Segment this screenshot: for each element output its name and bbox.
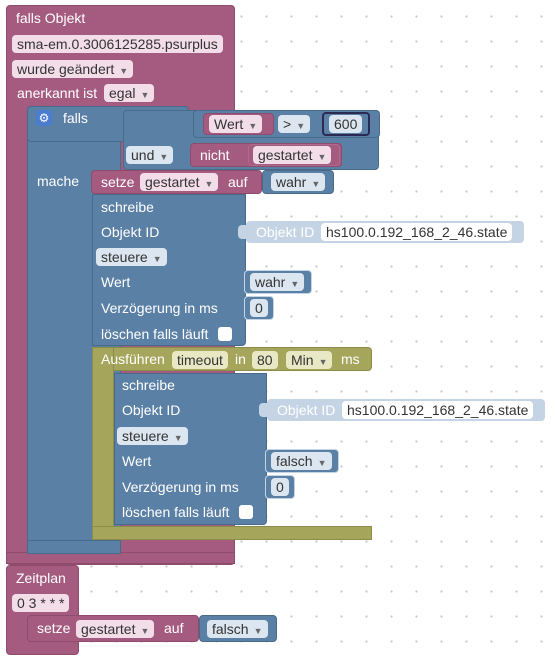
timeout-footer xyxy=(92,526,372,540)
compare-operator-dropdown[interactable]: > ▼ xyxy=(278,115,311,133)
write2-clear-checkbox[interactable] xyxy=(239,505,253,519)
write1-oid-field[interactable]: hs100.0.192_168_2_46.state xyxy=(321,223,513,241)
timeout-ms-label: ms xyxy=(341,351,360,367)
not-variable-name: gestartet xyxy=(258,147,313,163)
compare-operator-value: > xyxy=(283,116,292,132)
write1-clear-checkbox[interactable] xyxy=(218,327,232,341)
dropdown-arrow-icon: ▼ xyxy=(140,626,150,636)
write1-mode-dropdown[interactable]: steuere ▼ xyxy=(96,248,167,266)
number-600-field[interactable]: 600 xyxy=(329,115,363,133)
set-variable-dropdown[interactable]: gestartet ▼ xyxy=(140,173,219,191)
ack-value: egal xyxy=(109,85,136,101)
write1-oid-label: Objekt ID xyxy=(101,224,160,240)
boolean-false-value: falsch xyxy=(212,621,249,637)
timeout-variable-field[interactable]: timeout xyxy=(172,351,228,369)
do-label: mache xyxy=(37,173,80,189)
schedule-cron-field[interactable]: 0 3 * * * xyxy=(12,594,70,612)
if-label: falls xyxy=(63,110,88,126)
write1-value-dropdown[interactable]: wahr ▼ xyxy=(250,273,305,291)
and-operator-value: und xyxy=(131,147,155,163)
dropdown-arrow-icon: ▼ xyxy=(311,179,321,189)
dropdown-arrow-icon: ▼ xyxy=(204,179,214,189)
write2-mode-dropdown[interactable]: steuere ▼ xyxy=(117,427,188,445)
boolean-true-dropdown[interactable]: wahr ▼ xyxy=(271,173,326,191)
set2-variable-name: gestartet xyxy=(81,621,136,637)
write1-mode-value: steuere xyxy=(101,249,148,265)
write1-oid-socket xyxy=(238,225,246,239)
set-label: setze xyxy=(101,174,135,190)
dropdown-arrow-icon: ▼ xyxy=(173,433,183,443)
boolean-false-dropdown[interactable]: falsch ▼ xyxy=(207,620,268,638)
write2-value-text: falsch xyxy=(276,453,313,469)
timeout-unit-value: Min xyxy=(291,352,314,368)
set2-variable-dropdown[interactable]: gestartet ▼ xyxy=(76,620,155,638)
timeout-label: Ausführen xyxy=(101,351,165,367)
boolean-true-value: wahr xyxy=(276,174,307,190)
timeout-in-label: in xyxy=(235,351,246,367)
ack-dropdown[interactable]: egal ▼ xyxy=(104,84,155,102)
write-block-2[interactable] xyxy=(114,373,267,525)
dropdown-arrow-icon: ▼ xyxy=(318,357,328,367)
and-operator-dropdown[interactable]: und ▼ xyxy=(126,146,174,164)
dropdown-arrow-icon: ▼ xyxy=(317,458,327,468)
write1-value-label: Wert xyxy=(101,274,131,290)
write2-mode-value: steuere xyxy=(122,428,169,444)
dropdown-arrow-icon: ▼ xyxy=(290,279,300,289)
set-to-label: auf xyxy=(228,174,248,190)
variable-wert-name: Wert xyxy=(214,116,244,132)
write2-delay-label: Verzögerung in ms xyxy=(122,479,239,495)
write1-title: schreibe xyxy=(101,199,154,215)
dropdown-arrow-icon: ▼ xyxy=(119,66,129,76)
dropdown-arrow-icon: ▼ xyxy=(296,121,306,131)
ack-label: anerkannt ist xyxy=(17,85,98,101)
condition-value: wurde geändert xyxy=(17,61,115,77)
set-variable-name: gestartet xyxy=(145,174,200,190)
write1-value-text: wahr xyxy=(255,274,286,290)
dropdown-arrow-icon: ▼ xyxy=(159,152,169,162)
condition-dropdown[interactable]: wurde geändert ▼ xyxy=(12,60,134,78)
set2-to-label: auf xyxy=(164,620,184,636)
dropdown-arrow-icon: ▼ xyxy=(140,90,150,100)
write2-oid-socket xyxy=(259,403,267,417)
dropdown-arrow-icon: ▼ xyxy=(248,121,258,131)
write2-value-label: Wert xyxy=(122,453,152,469)
write1-delay-label: Verzögerung in ms xyxy=(101,300,218,316)
write2-oid-label: Objekt ID xyxy=(122,402,181,418)
write2-clear-label: löschen falls läuft xyxy=(122,504,230,520)
write1-oid-head: Objekt ID xyxy=(256,224,315,240)
trigger-label: falls Objekt xyxy=(16,10,86,26)
gear-icon[interactable]: ⚙ xyxy=(36,110,52,126)
dropdown-arrow-icon: ▼ xyxy=(152,254,162,264)
not-label: nicht xyxy=(200,147,230,163)
variable-wert-dropdown[interactable]: Wert ▼ xyxy=(209,115,263,133)
schedule-label: Zeitplan xyxy=(16,570,66,586)
not-variable-dropdown[interactable]: gestartet ▼ xyxy=(253,146,332,164)
write-block-1[interactable] xyxy=(92,194,246,346)
object-id-field[interactable]: sma-em.0.3006125285.psurplus xyxy=(12,35,223,53)
if-do-bar xyxy=(27,540,121,554)
set2-label: setze xyxy=(37,620,71,636)
write1-clear-label: löschen falls läuft xyxy=(101,326,209,342)
dropdown-arrow-icon: ▼ xyxy=(253,626,263,636)
write2-delay-field[interactable]: 0 xyxy=(271,478,289,496)
write2-title: schreibe xyxy=(122,377,175,393)
timeout-amount-field[interactable]: 80 xyxy=(252,351,278,369)
write2-value-dropdown[interactable]: falsch ▼ xyxy=(271,452,332,470)
timeout-unit-dropdown[interactable]: Min ▼ xyxy=(286,351,333,369)
write2-oid-field[interactable]: hs100.0.192_168_2_46.state xyxy=(342,401,534,419)
timeout-body xyxy=(92,347,114,529)
write2-oid-head: Objekt ID xyxy=(277,402,336,418)
dropdown-arrow-icon: ▼ xyxy=(317,152,327,162)
write1-delay-field[interactable]: 0 xyxy=(250,299,268,317)
